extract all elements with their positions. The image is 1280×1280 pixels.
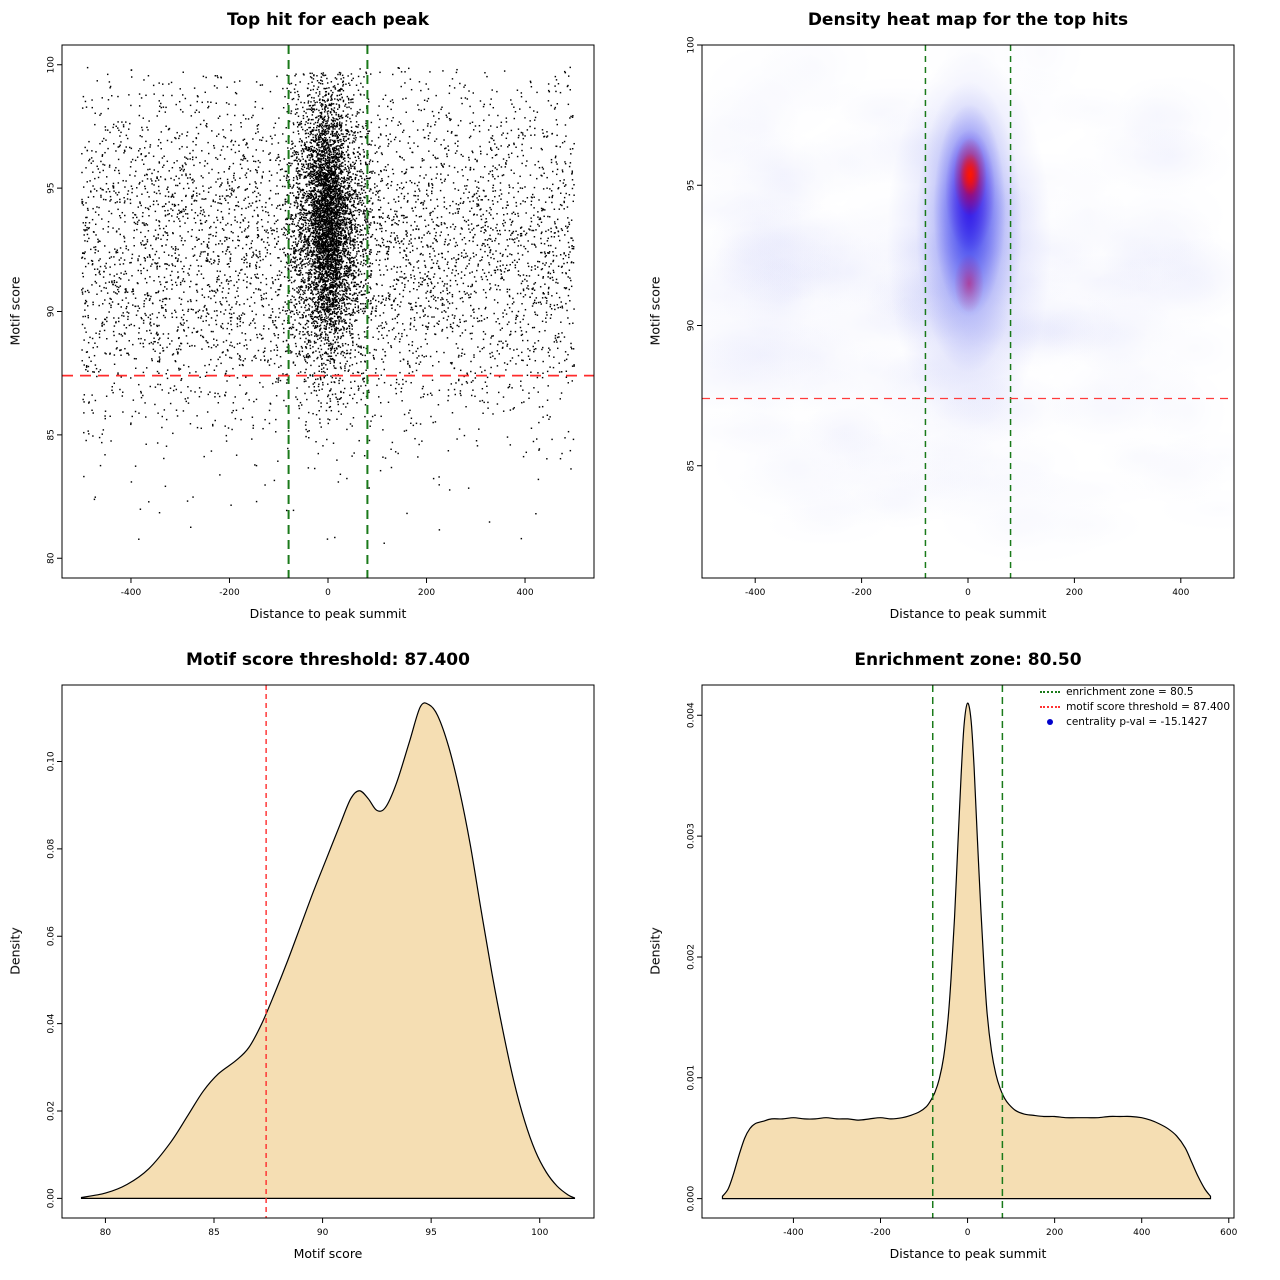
chart-title: Top hit for each peak [226,10,430,30]
y-axis-label: Density [7,927,23,975]
scatter-canvas [0,0,640,640]
x-axis-label: Distance to peak summit [889,606,1047,621]
distance-density-canvas [640,640,1280,1280]
heatmap-canvas [640,0,1280,640]
chart-title: Enrichment zone: 80.50 [854,650,1082,670]
legend-item-enrichment-zone: enrichment zone = 80.5 [1040,686,1230,698]
chart-title: Density heat map for the top hits [807,10,1129,30]
y-axis-label: Density [647,927,663,975]
legend-label-enrichment-zone: enrichment zone = 80.5 [1066,686,1194,698]
panel-distance-density: Enrichment zone: 80.50 Distance to peak … [640,640,1280,1280]
chart-title: Motif score threshold: 87.400 [186,650,470,670]
legend-label-threshold: motif score threshold = 87.400 [1066,701,1230,713]
x-axis-label: Motif score [293,1246,363,1261]
score-density-canvas [0,640,640,1280]
legend-line-enrichment-zone-icon [1040,691,1061,693]
x-axis-label: Distance to peak summit [889,1246,1047,1261]
legend: enrichment zone = 80.5 motif score thres… [1040,686,1230,728]
y-axis-label: Motif score [647,276,663,346]
legend-line-threshold-icon [1040,706,1061,708]
panel-motif-score-density: Motif score threshold: 87.400 Motif scor… [0,640,640,1280]
legend-dot-centrality-icon [1040,719,1060,725]
panel-top-hits-scatter: Top hit for each peak Distance to peak s… [0,0,640,640]
legend-item-centrality: centrality p-val = -15.1427 [1040,716,1230,728]
legend-label-centrality: centrality p-val = -15.1427 [1066,716,1208,728]
x-axis-label: Distance to peak summit [249,606,407,621]
legend-item-threshold: motif score threshold = 87.400 [1040,701,1230,713]
panel-density-heatmap: Density heat map for the top hits Distan… [640,0,1280,640]
y-axis-label: Motif score [7,276,23,346]
